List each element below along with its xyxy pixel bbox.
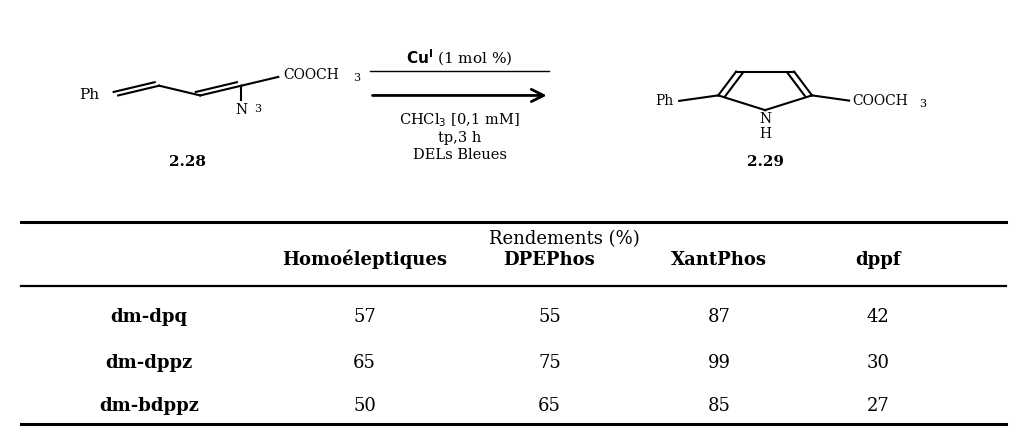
Text: 50: 50: [353, 397, 376, 415]
Text: 2.28: 2.28: [169, 155, 206, 169]
Text: 42: 42: [867, 309, 889, 326]
Text: 3: 3: [919, 99, 926, 109]
Text: Ph: Ph: [656, 94, 674, 108]
Text: dm-dppz: dm-dppz: [106, 354, 192, 372]
Text: COOCH: COOCH: [852, 94, 908, 107]
Text: DELs Bleues: DELs Bleues: [413, 148, 506, 163]
Text: 65: 65: [353, 354, 376, 372]
Text: N: N: [235, 103, 248, 117]
Text: CHCl$_3$ [0,1 mM]: CHCl$_3$ [0,1 mM]: [400, 111, 520, 129]
Text: 2.29: 2.29: [747, 155, 784, 169]
Text: 75: 75: [538, 354, 561, 372]
Text: 65: 65: [538, 397, 561, 415]
Text: Homoéleptiques: Homoéleptiques: [282, 250, 447, 270]
Text: 27: 27: [867, 397, 889, 415]
Text: 87: 87: [708, 309, 730, 326]
Text: DPEPhos: DPEPhos: [503, 251, 596, 269]
Text: COOCH: COOCH: [283, 67, 339, 82]
Text: H: H: [759, 127, 771, 141]
Text: 99: 99: [708, 354, 730, 372]
Text: dm-dpq: dm-dpq: [111, 309, 187, 326]
Text: Ph: Ph: [79, 88, 100, 103]
Text: XantPhos: XantPhos: [671, 251, 767, 269]
Text: dm-bdppz: dm-bdppz: [99, 397, 199, 415]
Text: 3: 3: [353, 73, 360, 83]
Text: $\mathbf{Cu^{I}}$ (1 mol %): $\mathbf{Cu^{I}}$ (1 mol %): [407, 48, 512, 68]
Text: 85: 85: [708, 397, 730, 415]
Text: 57: 57: [353, 309, 376, 326]
Text: tp,3 h: tp,3 h: [438, 131, 482, 145]
Text: 55: 55: [538, 309, 561, 326]
Text: N: N: [759, 112, 771, 126]
Text: Rendements (%): Rendements (%): [490, 230, 640, 248]
Text: 30: 30: [867, 354, 889, 372]
Text: dppf: dppf: [855, 251, 901, 269]
Text: 3: 3: [254, 104, 261, 114]
